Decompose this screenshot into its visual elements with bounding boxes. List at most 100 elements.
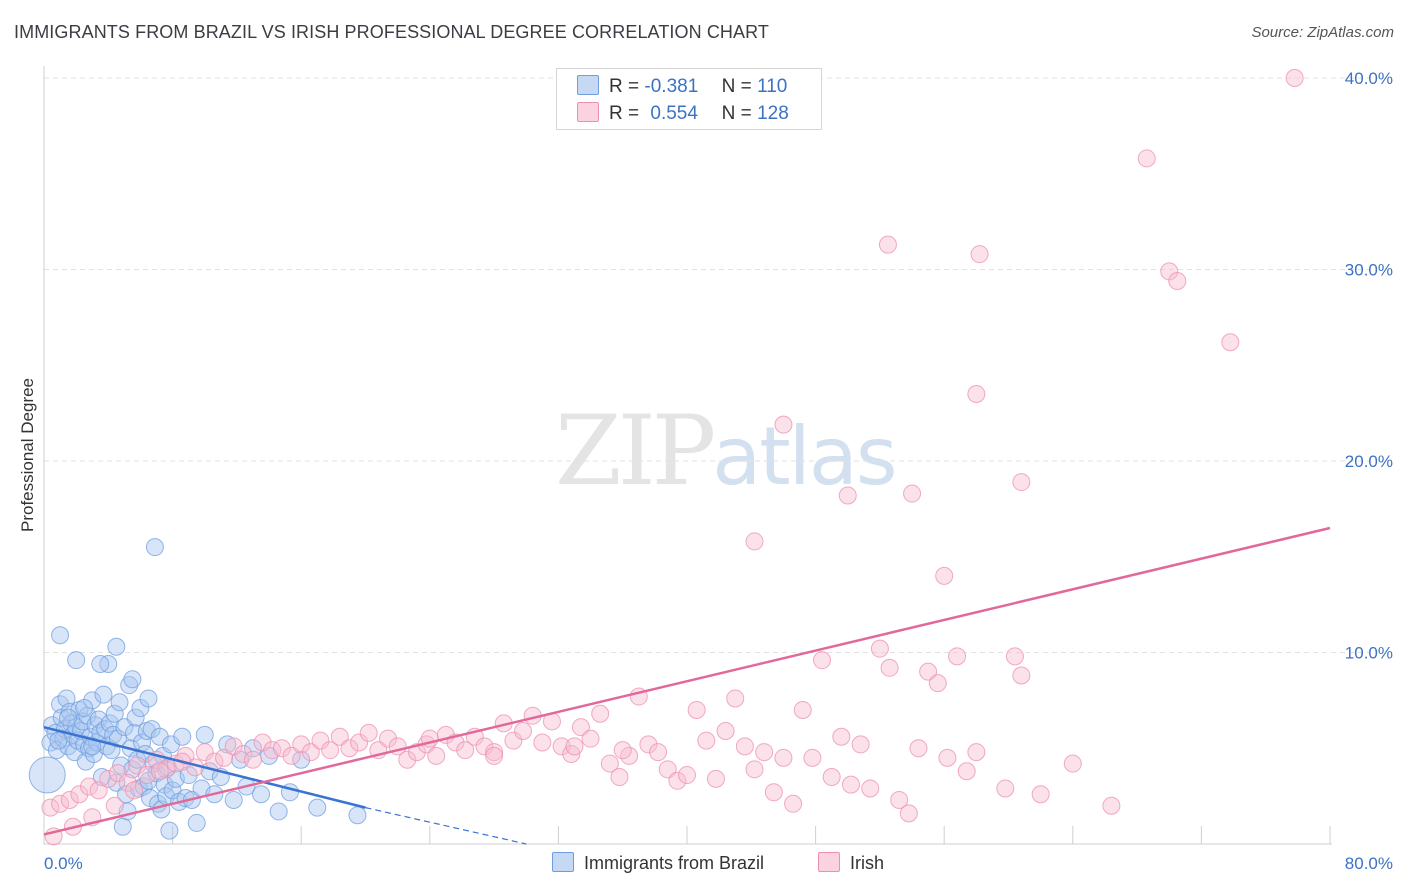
bottom-legend-swatch-brazil bbox=[552, 852, 574, 872]
data-point bbox=[456, 741, 475, 760]
trend-line-irish bbox=[43, 526, 1331, 836]
data-point bbox=[100, 714, 119, 733]
data-point bbox=[668, 771, 687, 790]
data-point bbox=[427, 746, 446, 765]
data-point bbox=[234, 744, 253, 763]
data-point bbox=[687, 700, 706, 719]
data-point bbox=[967, 743, 986, 762]
data-point bbox=[832, 727, 851, 746]
legend-r-value-brazil: -0.381 bbox=[644, 76, 699, 97]
data-point bbox=[160, 821, 179, 840]
data-point bbox=[113, 817, 132, 836]
data-point bbox=[105, 796, 124, 815]
legend-swatch-irish bbox=[577, 102, 599, 122]
series-brazil bbox=[28, 538, 367, 840]
legend-row-brazil: R = -0.381 N = 110 bbox=[577, 75, 787, 99]
data-point bbox=[107, 637, 126, 656]
data-point bbox=[67, 651, 86, 670]
data-point bbox=[195, 743, 214, 762]
data-point bbox=[600, 754, 619, 773]
y-tick-label: 40.0% bbox=[1345, 69, 1393, 88]
legend-row-irish: R = 0.554 N = 128 bbox=[577, 102, 789, 126]
data-point bbox=[475, 737, 494, 756]
trend-line-brazil-extension bbox=[365, 807, 527, 845]
data-point bbox=[359, 723, 378, 742]
series-irish bbox=[41, 69, 1304, 846]
data-point bbox=[755, 743, 774, 762]
bottom-legend-label-brazil: Immigrants from Brazil bbox=[584, 853, 765, 873]
data-point bbox=[880, 658, 899, 677]
data-point bbox=[610, 767, 629, 786]
legend-n-value-irish: 128 bbox=[757, 103, 789, 124]
legend-n-label: N = bbox=[721, 103, 752, 124]
data-point bbox=[176, 746, 195, 765]
data-point bbox=[697, 731, 716, 750]
data-point bbox=[252, 785, 271, 804]
data-point bbox=[125, 781, 144, 800]
data-point bbox=[110, 693, 129, 712]
data-point bbox=[1031, 785, 1050, 804]
data-point bbox=[1221, 333, 1240, 352]
data-point bbox=[726, 689, 745, 708]
axes bbox=[43, 66, 1332, 845]
legend-r-label: R = bbox=[609, 76, 640, 97]
data-point bbox=[126, 708, 145, 727]
data-point bbox=[340, 739, 359, 758]
data-point bbox=[970, 245, 989, 264]
data-point bbox=[745, 760, 764, 779]
data-point bbox=[996, 779, 1015, 798]
data-point bbox=[1012, 666, 1031, 685]
x-tick-label: 0.0% bbox=[44, 854, 83, 873]
data-point bbox=[706, 769, 725, 788]
data-point bbox=[123, 670, 142, 689]
data-point bbox=[311, 731, 330, 750]
data-point bbox=[99, 769, 118, 788]
tick-labels: 10.0% 20.0% 30.0% 40.0% 0.0% 80.0% bbox=[44, 69, 1393, 873]
data-point bbox=[150, 762, 169, 781]
data-point bbox=[565, 737, 584, 756]
data-point bbox=[94, 685, 113, 704]
data-point bbox=[1137, 149, 1156, 168]
data-point bbox=[321, 741, 340, 760]
data-point bbox=[128, 756, 147, 775]
x-tick-label: 80.0% bbox=[1345, 854, 1393, 873]
data-point bbox=[145, 538, 164, 557]
source-label: Source: ZipAtlas.com bbox=[1251, 24, 1394, 41]
data-point bbox=[957, 762, 976, 781]
data-point bbox=[60, 790, 79, 809]
data-point bbox=[51, 794, 70, 813]
data-point bbox=[330, 727, 349, 746]
data-point bbox=[878, 235, 897, 254]
data-point bbox=[803, 748, 822, 767]
data-point bbox=[51, 626, 70, 645]
data-point bbox=[28, 756, 66, 794]
data-point bbox=[1285, 69, 1304, 87]
data-point bbox=[1005, 647, 1024, 666]
chart-title: IMMIGRANTS FROM BRAZIL VS IRISH PROFESSI… bbox=[14, 22, 769, 42]
data-point bbox=[967, 384, 986, 403]
legend-r-label: R = bbox=[609, 103, 640, 124]
data-point bbox=[157, 760, 176, 779]
data-point bbox=[899, 804, 918, 823]
data-point bbox=[735, 737, 754, 756]
data-point bbox=[215, 748, 234, 767]
data-point bbox=[187, 813, 206, 832]
data-point bbox=[218, 735, 237, 754]
data-point bbox=[774, 415, 793, 434]
bottom-legend-swatch-irish bbox=[818, 852, 840, 872]
data-point bbox=[813, 651, 832, 670]
data-point bbox=[1012, 473, 1031, 492]
data-point bbox=[282, 746, 301, 765]
data-point bbox=[243, 750, 262, 769]
y-tick-label: 10.0% bbox=[1345, 644, 1393, 663]
data-point bbox=[716, 722, 735, 741]
bottom-legend-label-irish: Irish bbox=[850, 853, 885, 873]
data-point bbox=[108, 764, 127, 783]
data-point bbox=[919, 662, 938, 681]
bottom-legend-brazil: Immigrants from Brazil bbox=[552, 852, 764, 874]
series-layer bbox=[28, 69, 1331, 846]
y-tick-label: 30.0% bbox=[1345, 261, 1393, 280]
data-point bbox=[639, 735, 658, 754]
data-point bbox=[903, 484, 922, 503]
data-point bbox=[47, 741, 66, 760]
